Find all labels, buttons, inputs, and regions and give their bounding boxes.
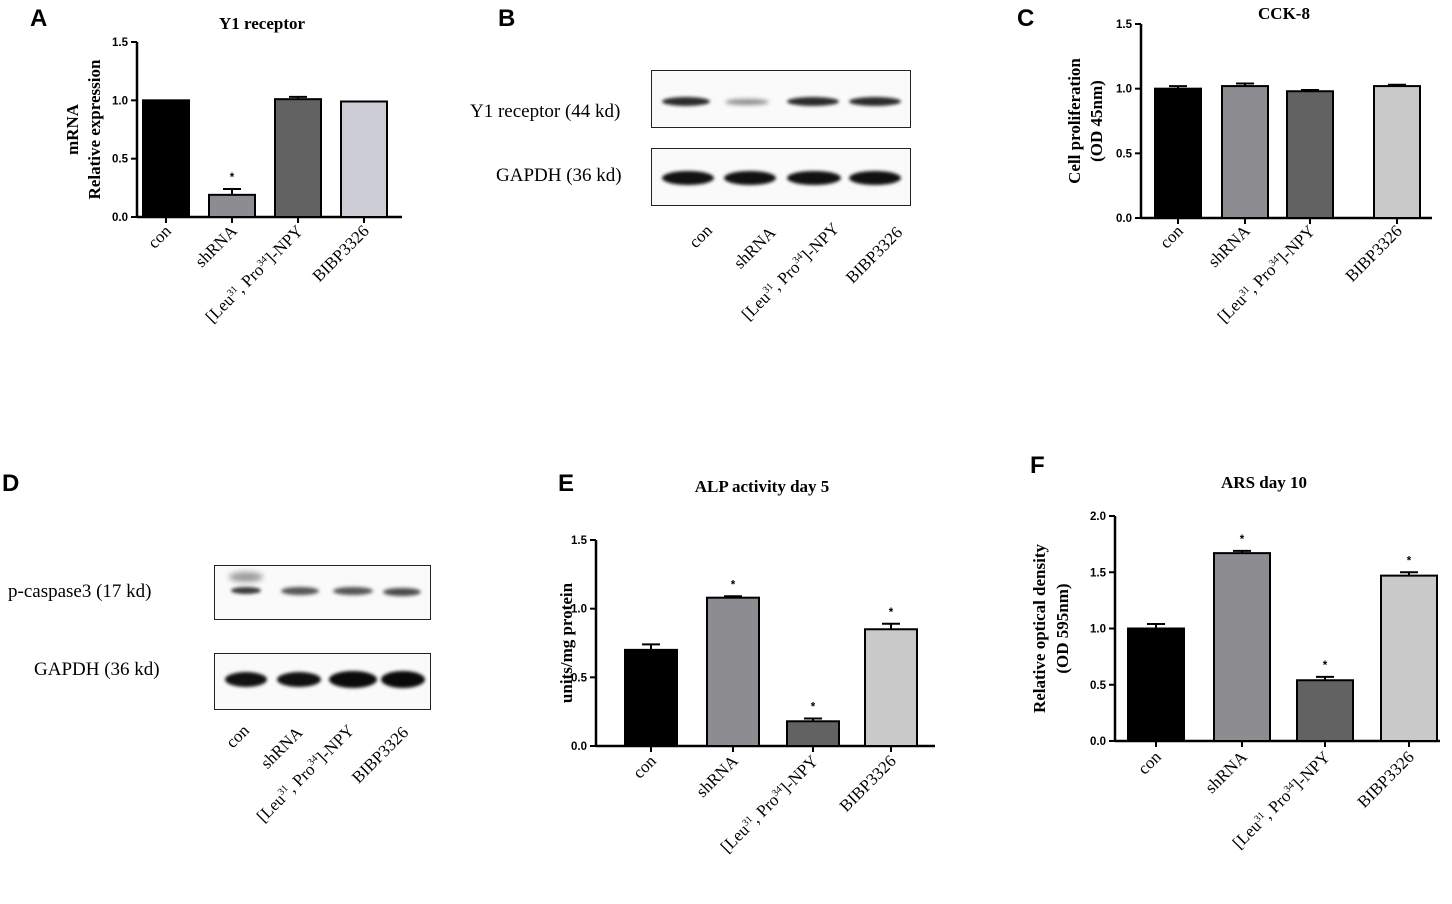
blot-b-y1-receptor-strip [651, 70, 911, 128]
chart-e-bar [624, 648, 678, 747]
chart-a-category-label: BIBP3326 [309, 221, 373, 285]
blot-band [225, 672, 267, 687]
chart-f-ytick-label: 1.0 [1090, 624, 1106, 636]
blot-band [724, 171, 776, 185]
panel-letter-a: A [30, 5, 48, 32]
blot-band [787, 171, 841, 185]
blot-band [849, 171, 901, 185]
chart-e-bar [786, 720, 840, 748]
chart-e-bar [706, 596, 760, 747]
chart-c-ytick-label: 0.0 [1116, 213, 1132, 225]
chart-f-significance-star: * [1240, 534, 1245, 546]
chart-c-title: CCK-8 [1258, 4, 1310, 23]
blot-band [333, 587, 373, 595]
chart-c-bar [1286, 90, 1334, 219]
chart-f-significance-star: * [1407, 555, 1412, 567]
chart-e-bar [864, 628, 918, 747]
chart-f-bar [1296, 679, 1354, 742]
blot-band [849, 97, 901, 106]
chart-c-bar [1221, 85, 1269, 219]
chart-e-ytick-label: 1.5 [571, 535, 588, 547]
chart-f-ytick-label: 0.0 [1090, 736, 1106, 748]
blot-band [787, 97, 839, 106]
chart-a-title: Y1 receptor [219, 14, 306, 33]
chart-a-ylabel: Relative expression [85, 59, 104, 199]
chart-f-category-label: BIBP3326 [1354, 747, 1418, 811]
blot-band [229, 572, 263, 582]
panel-letter-f: F [1030, 452, 1045, 479]
chart-c-bar [1373, 85, 1421, 219]
chart-f-significance-star: * [1323, 660, 1328, 672]
chart-f-bar [1213, 552, 1271, 742]
chart-f-ytick-label: 0.5 [1090, 680, 1107, 692]
chart-a-category-label: con [144, 221, 175, 252]
chart-e-ytick-label: 1.0 [571, 604, 587, 616]
chart-a-ytick-label: 0.0 [112, 212, 128, 224]
blot-band [725, 99, 769, 105]
chart-e-ylabel: units/mg protein [557, 582, 576, 703]
panel-letter-d: D [2, 470, 20, 497]
chart-e-title: ALP activity day 5 [695, 477, 830, 496]
chart-f-ytick-label: 2.0 [1090, 511, 1106, 523]
label-part: ]-NPY [261, 221, 306, 266]
chart-c-ytick-label: 1.0 [1116, 84, 1132, 96]
chart-a-ytick-label: 1.5 [112, 37, 129, 49]
blot-band [383, 588, 421, 596]
blot-band [662, 171, 714, 185]
chart-e-significance-star: * [889, 607, 894, 619]
blot-band [662, 97, 710, 106]
blot-band [381, 671, 425, 688]
chart-c-category-label: shRNA [1204, 221, 1254, 271]
chart-a-category-label: shRNA [191, 221, 241, 271]
blot-d-row2-label: GAPDH (36 kd) [34, 659, 160, 680]
label-part: ]-NPY [776, 751, 821, 796]
chart-c-ytick-label: 0.5 [1116, 148, 1133, 160]
chart-a-bar [208, 193, 256, 218]
label-part: ]-NPY [1273, 221, 1318, 266]
chart-e-category-label: shRNA [692, 751, 742, 801]
chart-f-title: ARS day 10 [1221, 473, 1307, 492]
blot-d-gapdh-strip [214, 653, 431, 710]
chart-c-ylabel: (OD 45nm) [1087, 80, 1106, 162]
chart-c-ylabel: Cell proliferation [1065, 58, 1084, 184]
chart-f-bar [1380, 574, 1438, 742]
chart-c-ytick-label: 1.5 [1116, 19, 1133, 31]
blot-b-row1-label: Y1 receptor (44 kd) [470, 101, 621, 122]
chart-c-category-label: con [1156, 221, 1187, 252]
chart-f-ytick-label: 1.5 [1090, 567, 1107, 579]
chart-f-ylabel: Relative optical density [1030, 543, 1049, 713]
chart-a-ytick-label: 0.5 [112, 154, 129, 166]
chart-f-category-label: shRNA [1201, 747, 1251, 797]
chart-c-category-label: BIBP3326 [1342, 221, 1406, 285]
chart-a-bar [340, 100, 388, 218]
blot-d-pcaspase3-strip [214, 565, 431, 620]
blot-band [231, 587, 261, 594]
chart-e-ytick-label: 0.0 [571, 741, 587, 753]
panel-letter-b: B [498, 5, 516, 32]
panel-letter-e: E [558, 470, 575, 497]
label-part: ]-NPY [1288, 747, 1333, 792]
chart-c-bar [1154, 87, 1202, 219]
chart-e-significance-star: * [731, 579, 736, 591]
chart-a-bar [274, 98, 322, 218]
chart-e-category-label: con [629, 751, 660, 782]
chart-a-bar [142, 99, 190, 218]
chart-e-ytick-label: 0.5 [571, 672, 588, 684]
chart-a-significance-star: * [230, 172, 235, 184]
blot-band [329, 671, 377, 688]
panel-letter-c: C [1017, 5, 1035, 32]
blot-band [277, 672, 321, 687]
chart-e-category-label: BIBP3326 [836, 751, 900, 815]
chart-a-ytick-label: 1.0 [112, 95, 128, 107]
chart-f-category-label: con [1134, 747, 1165, 778]
blot-b-gapdh-strip [651, 148, 911, 206]
chart-a-ylabel: mRNA [63, 103, 82, 155]
blot-b-row2-label: GAPDH (36 kd) [496, 165, 622, 186]
blot-band [281, 587, 319, 595]
chart-e-significance-star: * [811, 702, 816, 714]
chart-f-bar [1127, 627, 1185, 742]
chart-f-ylabel: (OD 595nm) [1053, 583, 1072, 673]
blot-d-row1-label: p-caspase3 (17 kd) [8, 581, 152, 602]
